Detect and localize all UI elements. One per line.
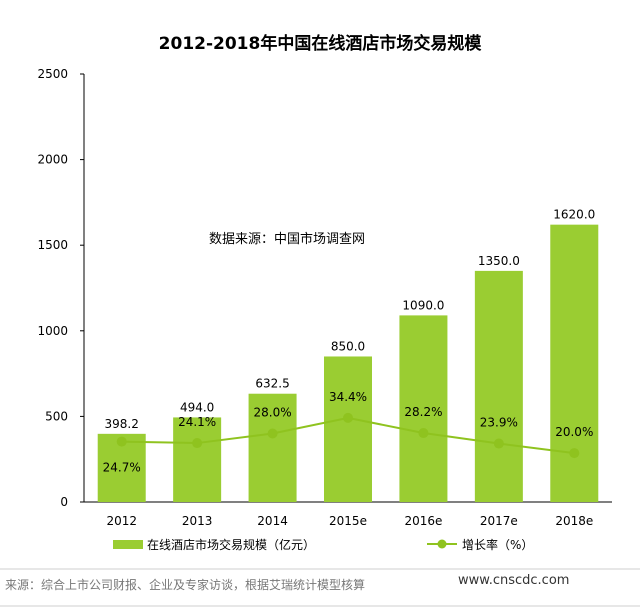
growth-value-label: 34.4% bbox=[329, 390, 367, 404]
bar-2016e bbox=[399, 315, 448, 502]
y-tick-label: 0 bbox=[60, 495, 68, 509]
growth-value-label: 28.2% bbox=[404, 405, 442, 419]
x-tick-label: 2012 bbox=[106, 514, 137, 528]
bar-2013 bbox=[173, 417, 222, 502]
legend: 在线酒店市场交易规模（亿元） 增长率（%） bbox=[113, 537, 533, 552]
source-note: 来源：综合上市公司财报、企业及专家访谈，根据艾瑞统计模型核算 bbox=[5, 577, 365, 592]
bar-value-label: 398.2 bbox=[105, 417, 139, 431]
bar-value-label: 850.0 bbox=[331, 339, 365, 353]
bar-value-label: 1350.0 bbox=[478, 254, 520, 268]
growth-point bbox=[343, 412, 353, 423]
legend-line-marker bbox=[437, 539, 447, 549]
x-tick-label: 2016e bbox=[404, 514, 442, 528]
growth-point bbox=[569, 448, 580, 459]
growth-value-label: 24.7% bbox=[103, 461, 141, 475]
bar-data-labels: 398.2 494.0 632.5 850.0 1090.0 1350.0 1620.0 bbox=[105, 208, 596, 431]
y-tick-label: 1000 bbox=[37, 324, 68, 338]
x-axis-ticks: 2012 2013 2014 2015e 2016e 2017e 2018e bbox=[106, 514, 593, 528]
line-series: 24.7% 24.1% 28.0% 34.4% 28.2% 23.9% 20.0% bbox=[103, 390, 594, 475]
legend-bar-swatch bbox=[113, 540, 143, 549]
y-tick-label: 1500 bbox=[37, 238, 68, 252]
bar-value-label: 1620.0 bbox=[553, 208, 595, 222]
x-tick-label: 2018e bbox=[555, 514, 593, 528]
y-tick-label: 500 bbox=[45, 409, 68, 423]
chart-title: 2012-2018年中国在线酒店市场交易规模 bbox=[159, 33, 483, 54]
legend-line-label: 增长率（%） bbox=[462, 537, 533, 552]
x-tick-label: 2013 bbox=[182, 514, 213, 528]
bar-2018e bbox=[550, 224, 599, 502]
y-tick-label: 2500 bbox=[37, 67, 68, 81]
growth-value-label: 20.0% bbox=[555, 425, 593, 439]
growth-point bbox=[493, 438, 504, 449]
y-tick-label: 2000 bbox=[37, 153, 68, 167]
bar-2014 bbox=[248, 393, 297, 502]
x-tick-label: 2014 bbox=[257, 514, 288, 528]
bar-2015e bbox=[324, 356, 372, 502]
bar-value-label: 494.0 bbox=[180, 400, 214, 414]
website-label: www.cnscdc.com bbox=[458, 573, 569, 588]
bar-series bbox=[97, 224, 599, 502]
bar-2017e bbox=[474, 270, 523, 502]
growth-point bbox=[192, 438, 203, 449]
growth-point bbox=[116, 436, 127, 447]
bar-value-label: 1090.0 bbox=[402, 298, 444, 312]
growth-value-label: 23.9% bbox=[480, 416, 518, 430]
data-source-annotation: 数据来源：中国市场调查网 bbox=[209, 231, 365, 247]
growth-value-label: 28.0% bbox=[254, 406, 292, 420]
legend-bar-label: 在线酒店市场交易规模（亿元） bbox=[147, 537, 315, 552]
growth-value-label: 24.1% bbox=[178, 415, 216, 429]
y-axis-ticks: 0 500 1000 1500 2000 2500 bbox=[37, 67, 84, 509]
bar-value-label: 632.5 bbox=[255, 377, 289, 391]
x-tick-label: 2017e bbox=[480, 514, 518, 528]
growth-point bbox=[418, 428, 429, 439]
growth-point bbox=[267, 428, 278, 439]
x-tick-label: 2015e bbox=[329, 514, 367, 528]
